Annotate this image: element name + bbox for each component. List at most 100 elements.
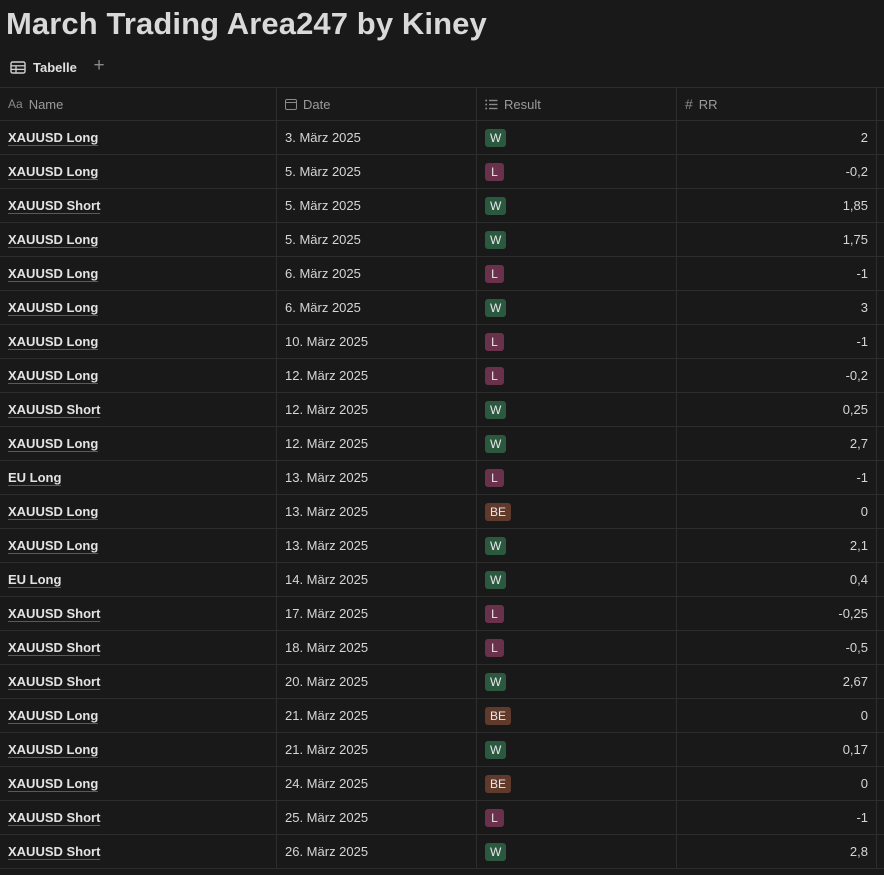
date-cell[interactable]: 26. März 2025 (277, 835, 477, 868)
result-cell[interactable]: W (477, 427, 677, 460)
rr-cell[interactable]: 1,75 (677, 223, 877, 256)
table-row[interactable]: XAUUSD Long 6. März 2025 W 3 (0, 291, 884, 325)
name-cell[interactable]: XAUUSD Long (0, 291, 277, 324)
name-cell[interactable]: XAUUSD Short (0, 835, 277, 868)
rr-cell[interactable]: 0,4 (677, 563, 877, 596)
page-title[interactable]: March Trading Area247 by Kiney (6, 6, 487, 41)
table-row[interactable]: XAUUSD Long 6. März 2025 L -1 (0, 257, 884, 291)
result-cell[interactable]: W (477, 291, 677, 324)
table-row[interactable]: XAUUSD Short 25. März 2025 L -1 (0, 801, 884, 835)
table-row[interactable]: XAUUSD Short 26. März 2025 W 2,8 (0, 835, 884, 869)
rr-cell[interactable]: -0,5 (677, 631, 877, 664)
name-cell[interactable]: EU Long (0, 461, 277, 494)
result-cell[interactable]: BE (477, 699, 677, 732)
rr-cell[interactable]: 0,25 (677, 393, 877, 426)
trade-name[interactable]: XAUUSD Short (8, 605, 101, 622)
trade-name[interactable]: XAUUSD Short (8, 843, 101, 860)
name-cell[interactable]: XAUUSD Long (0, 257, 277, 290)
date-cell[interactable]: 6. März 2025 (277, 257, 477, 290)
date-cell[interactable]: 12. März 2025 (277, 427, 477, 460)
result-cell[interactable]: W (477, 665, 677, 698)
name-cell[interactable]: EU Long (0, 563, 277, 596)
name-cell[interactable]: XAUUSD Short (0, 189, 277, 222)
date-cell[interactable]: 5. März 2025 (277, 223, 477, 256)
rr-cell[interactable]: -1 (677, 325, 877, 358)
add-view-button[interactable]: + (93, 55, 105, 76)
rr-cell[interactable]: -1 (677, 801, 877, 834)
name-cell[interactable]: XAUUSD Long (0, 223, 277, 256)
table-row[interactable]: XAUUSD Long 3. März 2025 W 2 (0, 121, 884, 155)
rr-cell[interactable]: 2,67 (677, 665, 877, 698)
result-cell[interactable]: L (477, 359, 677, 392)
rr-cell[interactable]: -1 (677, 461, 877, 494)
column-header-rr[interactable]: # RR (677, 88, 877, 120)
date-cell[interactable]: 3. März 2025 (277, 121, 477, 154)
name-cell[interactable]: XAUUSD Long (0, 359, 277, 392)
tab-tabelle[interactable]: Tabelle (10, 55, 77, 79)
result-cell[interactable]: L (477, 155, 677, 188)
trade-name[interactable]: XAUUSD Long (8, 503, 99, 520)
trade-name[interactable]: XAUUSD Long (8, 367, 99, 384)
result-cell[interactable]: L (477, 461, 677, 494)
table-row[interactable]: XAUUSD Long 12. März 2025 W 2,7 (0, 427, 884, 461)
result-cell[interactable]: BE (477, 767, 677, 800)
table-row[interactable]: XAUUSD Long 12. März 2025 L -0,2 (0, 359, 884, 393)
table-row[interactable]: XAUUSD Short 5. März 2025 W 1,85 (0, 189, 884, 223)
trade-name[interactable]: XAUUSD Long (8, 129, 99, 146)
trade-name[interactable]: EU Long (8, 469, 62, 486)
trade-name[interactable]: XAUUSD Short (8, 673, 101, 690)
rr-cell[interactable]: -1 (677, 257, 877, 290)
date-cell[interactable]: 5. März 2025 (277, 155, 477, 188)
trade-name[interactable]: XAUUSD Long (8, 741, 99, 758)
name-cell[interactable]: XAUUSD Long (0, 699, 277, 732)
date-cell[interactable]: 13. März 2025 (277, 495, 477, 528)
table-row[interactable]: EU Long 13. März 2025 L -1 (0, 461, 884, 495)
trade-name[interactable]: XAUUSD Long (8, 775, 99, 792)
trade-name[interactable]: XAUUSD Short (8, 197, 101, 214)
table-row[interactable]: XAUUSD Long 21. März 2025 W 0,17 (0, 733, 884, 767)
result-cell[interactable]: L (477, 597, 677, 630)
rr-cell[interactable]: 2,1 (677, 529, 877, 562)
trade-name[interactable]: XAUUSD Long (8, 231, 99, 248)
date-cell[interactable]: 17. März 2025 (277, 597, 477, 630)
name-cell[interactable]: XAUUSD Long (0, 733, 277, 766)
table-row[interactable]: XAUUSD Long 10. März 2025 L -1 (0, 325, 884, 359)
result-cell[interactable]: W (477, 733, 677, 766)
column-header-name[interactable]: Aa Name (0, 88, 277, 120)
name-cell[interactable]: XAUUSD Long (0, 427, 277, 460)
name-cell[interactable]: XAUUSD Long (0, 495, 277, 528)
trade-name[interactable]: XAUUSD Long (8, 265, 99, 282)
date-cell[interactable]: 24. März 2025 (277, 767, 477, 800)
rr-cell[interactable]: 1,85 (677, 189, 877, 222)
table-row[interactable]: XAUUSD Long 24. März 2025 BE 0 (0, 767, 884, 801)
rr-cell[interactable]: 3 (677, 291, 877, 324)
table-row[interactable]: XAUUSD Long 5. März 2025 L -0,2 (0, 155, 884, 189)
rr-cell[interactable]: 0 (677, 767, 877, 800)
trade-name[interactable]: XAUUSD Long (8, 537, 99, 554)
trade-name[interactable]: XAUUSD Long (8, 163, 99, 180)
trade-name[interactable]: XAUUSD Short (8, 401, 101, 418)
result-cell[interactable]: W (477, 189, 677, 222)
name-cell[interactable]: XAUUSD Long (0, 767, 277, 800)
rr-cell[interactable]: 2,8 (677, 835, 877, 868)
date-cell[interactable]: 5. März 2025 (277, 189, 477, 222)
date-cell[interactable]: 13. März 2025 (277, 461, 477, 494)
result-cell[interactable]: L (477, 631, 677, 664)
table-row[interactable]: XAUUSD Long 13. März 2025 BE 0 (0, 495, 884, 529)
rr-cell[interactable]: 0 (677, 495, 877, 528)
trade-name[interactable]: XAUUSD Long (8, 707, 99, 724)
date-cell[interactable]: 13. März 2025 (277, 529, 477, 562)
name-cell[interactable]: XAUUSD Short (0, 597, 277, 630)
date-cell[interactable]: 18. März 2025 (277, 631, 477, 664)
date-cell[interactable]: 21. März 2025 (277, 699, 477, 732)
column-header-date[interactable]: Date (277, 88, 477, 120)
name-cell[interactable]: XAUUSD Short (0, 631, 277, 664)
table-row[interactable]: XAUUSD Long 13. März 2025 W 2,1 (0, 529, 884, 563)
date-cell[interactable]: 6. März 2025 (277, 291, 477, 324)
trade-name[interactable]: XAUUSD Short (8, 809, 101, 826)
result-cell[interactable]: W (477, 121, 677, 154)
rr-cell[interactable]: 0 (677, 699, 877, 732)
date-cell[interactable]: 12. März 2025 (277, 393, 477, 426)
table-row[interactable]: XAUUSD Short 20. März 2025 W 2,67 (0, 665, 884, 699)
name-cell[interactable]: XAUUSD Long (0, 529, 277, 562)
